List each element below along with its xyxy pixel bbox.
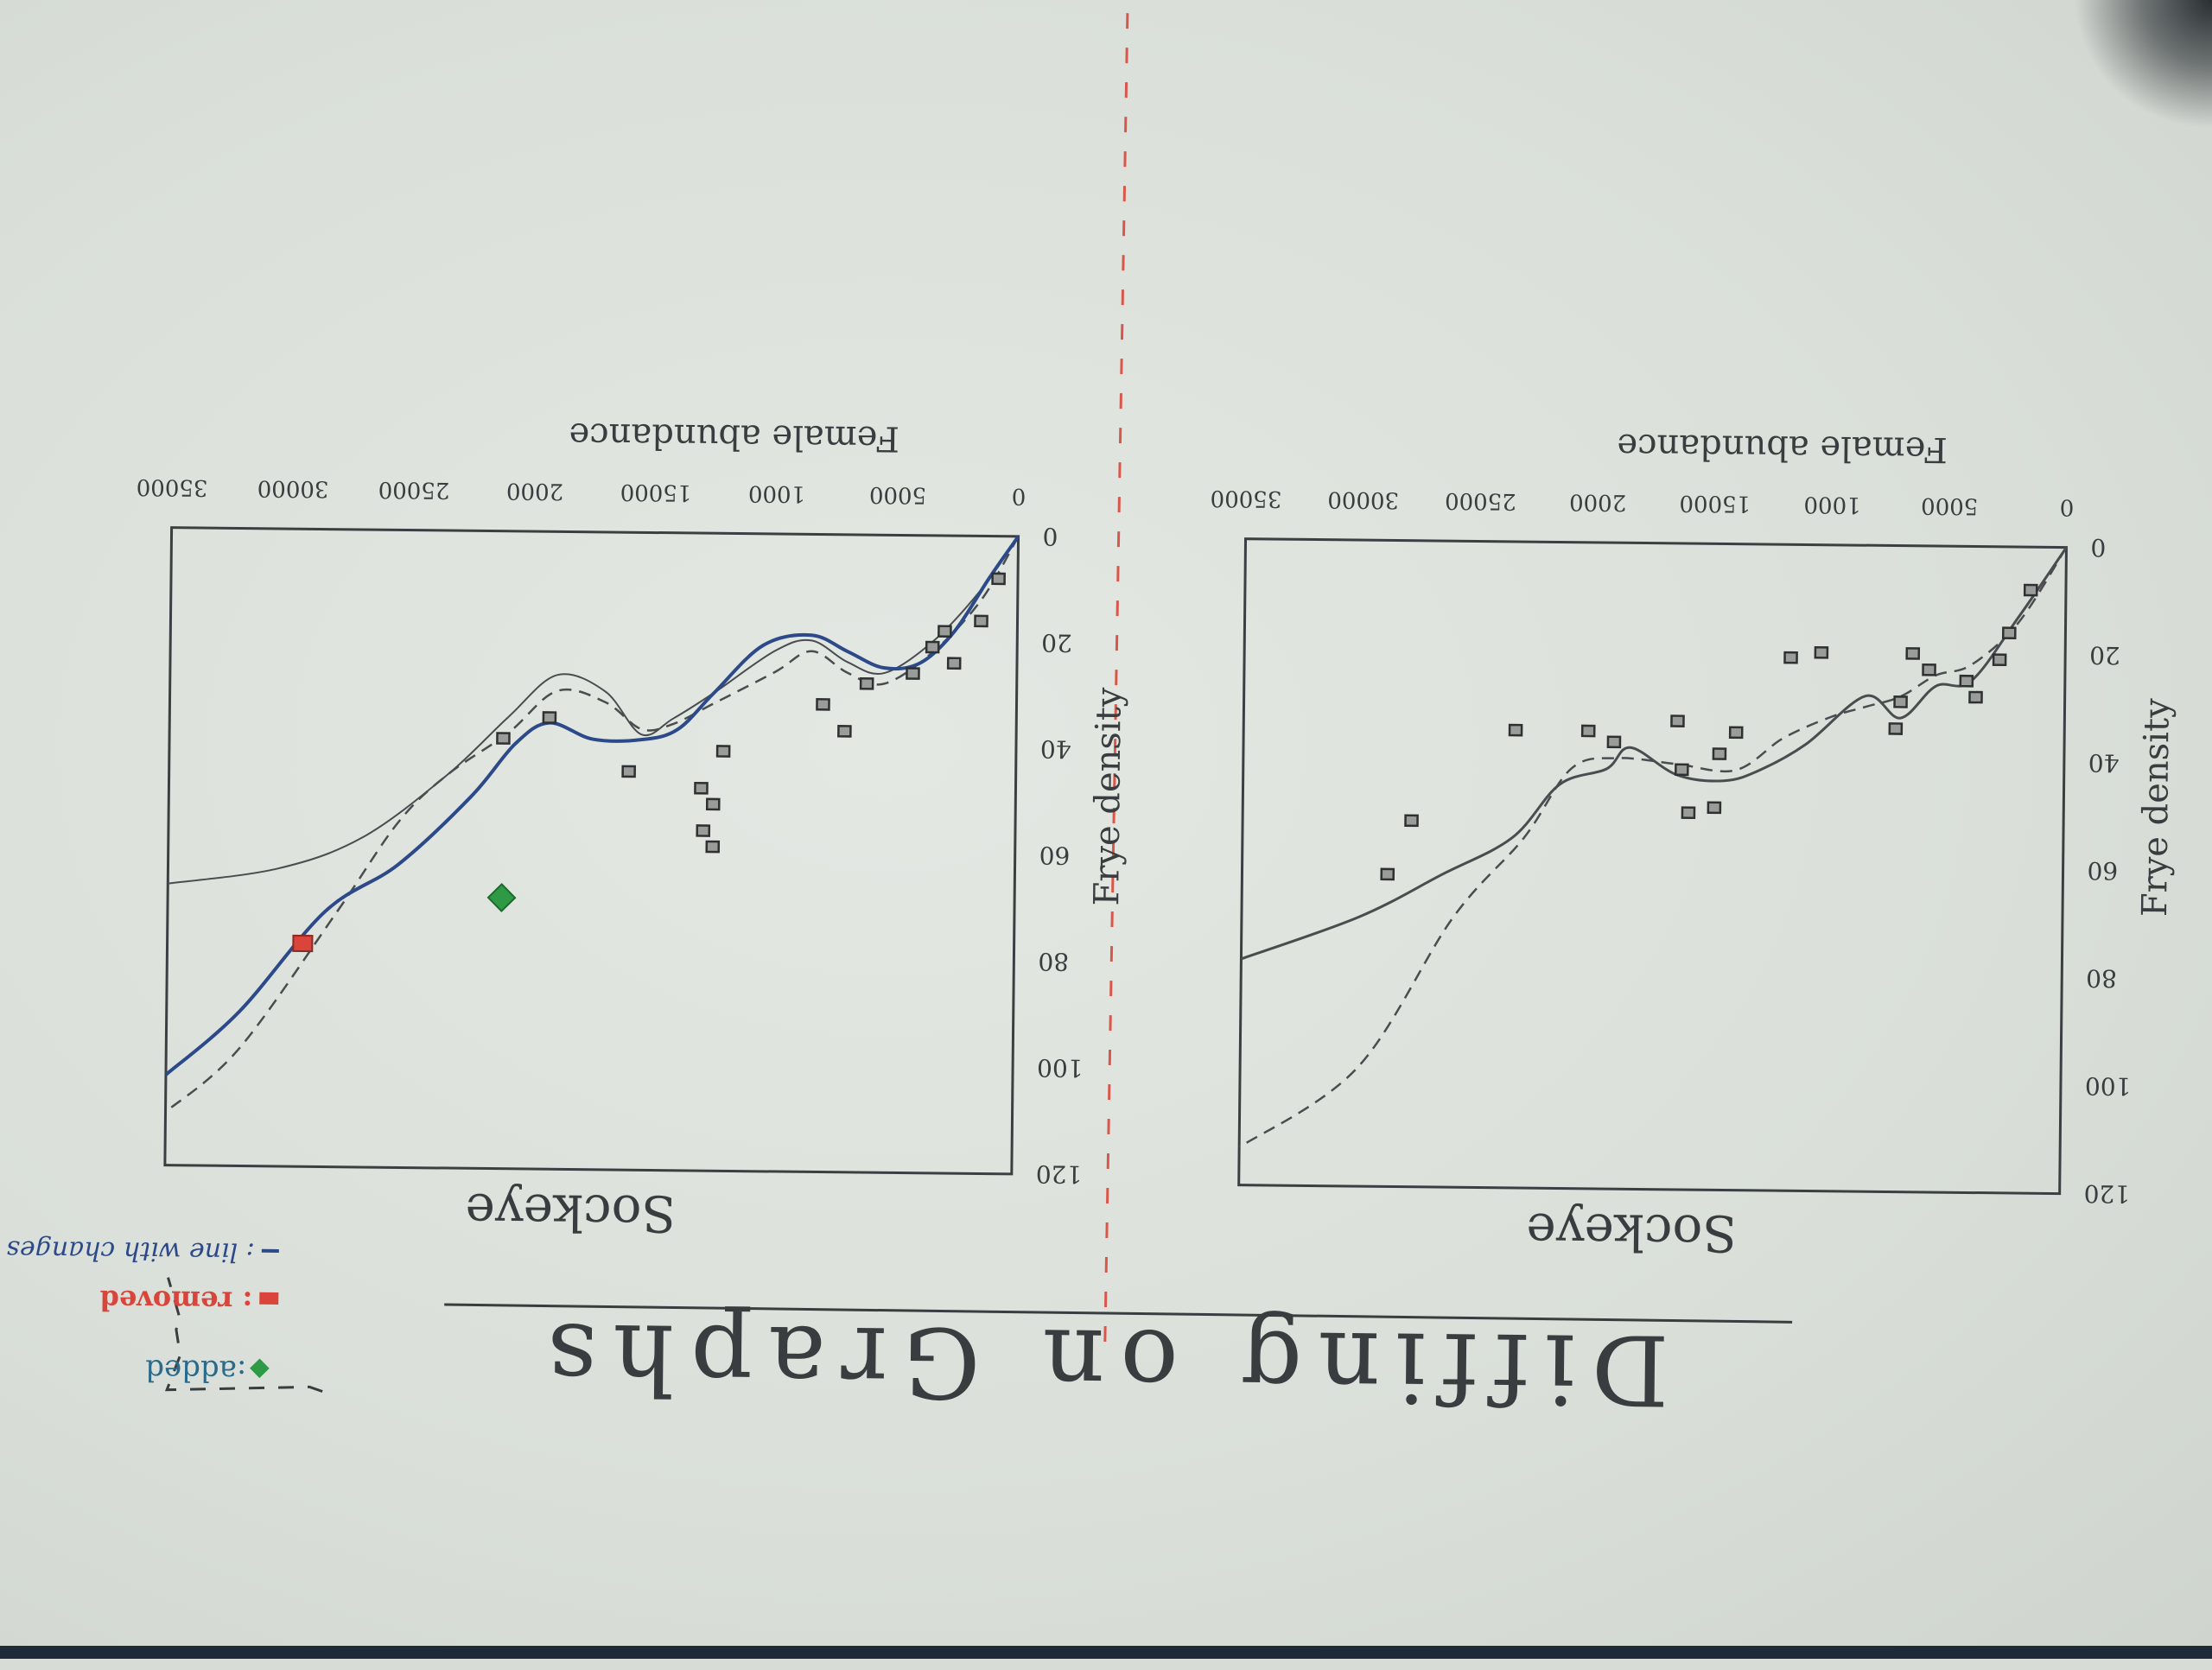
data-point bbox=[2003, 628, 2015, 638]
data-point bbox=[1923, 664, 1935, 675]
x-tick-label: 0 bbox=[1012, 483, 1027, 509]
y-tick-label: 60 bbox=[1039, 841, 1071, 869]
data-point bbox=[1671, 716, 1683, 727]
x-tick-label: 25000 bbox=[378, 476, 450, 503]
y-tick-label: 0 bbox=[1042, 522, 1058, 550]
x-tick-label: 1000 bbox=[1803, 491, 1860, 518]
chart-title: Sockeye bbox=[1526, 1202, 1737, 1263]
x-tick-label: 15000 bbox=[1679, 490, 1751, 517]
x-tick-label: 5000 bbox=[869, 481, 926, 508]
data-point bbox=[697, 825, 709, 835]
data-point bbox=[1993, 655, 2005, 665]
y-tick-label: 60 bbox=[2087, 856, 2118, 885]
y-tick-label: 0 bbox=[2090, 533, 2106, 562]
data-point bbox=[623, 766, 635, 777]
data-point bbox=[707, 799, 719, 810]
data-point bbox=[543, 712, 556, 722]
data-point bbox=[2024, 585, 2037, 595]
y-tick-label: 120 bbox=[1036, 1159, 1083, 1189]
plot-frame bbox=[165, 528, 1019, 1174]
data-point bbox=[938, 626, 950, 637]
page-title: Diffing on Graphs bbox=[531, 1301, 1669, 1426]
fit-line-changed bbox=[166, 528, 1019, 1084]
x-tick-label: 5000 bbox=[1921, 492, 1978, 519]
x-tick-label: 30000 bbox=[257, 475, 329, 502]
x-axis-label: Female abundance bbox=[569, 415, 899, 458]
corner-shadow bbox=[2074, 0, 2212, 130]
data-point bbox=[1682, 808, 1694, 818]
data-point bbox=[1907, 648, 1919, 658]
x-tick-label: 35000 bbox=[137, 473, 208, 500]
data-point bbox=[707, 841, 719, 852]
data-point bbox=[1895, 696, 1907, 707]
x-tick-label: 2000 bbox=[1569, 489, 1626, 516]
y-tick-label: 40 bbox=[2088, 748, 2120, 777]
data-point bbox=[1961, 676, 1973, 686]
legend-changed-label: : line with changes made bbox=[0, 1234, 255, 1267]
chart-modified: 0 5000 1000 15000 2000 25000 30000 35000 0 20 40 60… bbox=[129, 410, 1132, 1248]
data-point bbox=[1713, 748, 1726, 759]
y-tick-label: 40 bbox=[1040, 734, 1071, 763]
data-point bbox=[1675, 765, 1688, 775]
data-point bbox=[861, 678, 873, 689]
data-point bbox=[1969, 692, 1981, 702]
x-axis-label: Female abundance bbox=[1617, 426, 1948, 469]
legend-removed-marker bbox=[259, 1292, 278, 1305]
fit-line-dashed bbox=[166, 528, 1019, 1121]
legend: :added : removed : line with changes mad… bbox=[0, 1234, 324, 1392]
added-point bbox=[488, 884, 515, 911]
data-point bbox=[1730, 727, 1742, 738]
page-divider bbox=[1105, 13, 1128, 1348]
data-point bbox=[1582, 726, 1594, 736]
data-point bbox=[717, 746, 729, 756]
y-tick-label: 80 bbox=[2086, 964, 2117, 993]
x-tick-label: 25000 bbox=[1445, 487, 1516, 514]
data-point bbox=[1510, 725, 1522, 735]
fit-line-solid bbox=[168, 528, 1018, 892]
data-point bbox=[817, 699, 829, 709]
y-tick-label: 120 bbox=[2083, 1179, 2130, 1209]
fit-line-solid bbox=[1241, 539, 2066, 968]
y-tick-label: 20 bbox=[2089, 641, 2120, 670]
y-tick-label: 100 bbox=[2085, 1071, 2132, 1101]
data-point bbox=[906, 668, 918, 678]
chart-original: 0 5000 1000 15000 2000 25000 30000 35000 0 20 40 60… bbox=[1202, 422, 2179, 1267]
data-point bbox=[1608, 737, 1620, 747]
data-point bbox=[975, 616, 987, 626]
y-axis-label: Frye density bbox=[1087, 687, 1129, 906]
data-point bbox=[926, 642, 938, 652]
x-tick-label: 1000 bbox=[748, 480, 805, 507]
plot-frame bbox=[1239, 539, 2067, 1194]
chart-title: Sockeye bbox=[465, 1182, 676, 1243]
y-tick-label: 80 bbox=[1038, 947, 1069, 975]
data-point bbox=[1382, 869, 1394, 879]
data-point bbox=[695, 783, 707, 793]
legend-added-marker bbox=[250, 1358, 270, 1378]
x-tick-label: 30000 bbox=[1327, 486, 1399, 513]
data-point bbox=[1890, 723, 1902, 733]
data-point bbox=[1405, 816, 1417, 826]
legend-removed-label: : removed bbox=[99, 1284, 252, 1318]
data-point bbox=[1815, 647, 1827, 657]
y-tick-label: 100 bbox=[1037, 1053, 1084, 1083]
x-tick-label: 35000 bbox=[1211, 485, 1282, 511]
y-axis-label: Frye density bbox=[2135, 698, 2177, 918]
x-tick-label: 2000 bbox=[506, 478, 563, 505]
data-point bbox=[993, 574, 1005, 584]
y-tick-label: 20 bbox=[1041, 628, 1072, 657]
legend-added-label: :added bbox=[145, 1352, 247, 1387]
desk-edge bbox=[0, 1646, 2212, 1659]
data-point bbox=[1708, 803, 1720, 813]
x-tick-label: 0 bbox=[2060, 494, 2075, 520]
removed-point bbox=[293, 936, 312, 951]
data-point bbox=[1784, 652, 1796, 663]
x-tick-label: 15000 bbox=[620, 479, 692, 505]
data-point bbox=[948, 658, 960, 669]
fit-line-dashed bbox=[1239, 539, 2066, 1156]
data-point bbox=[497, 733, 509, 743]
data-point bbox=[838, 726, 850, 736]
